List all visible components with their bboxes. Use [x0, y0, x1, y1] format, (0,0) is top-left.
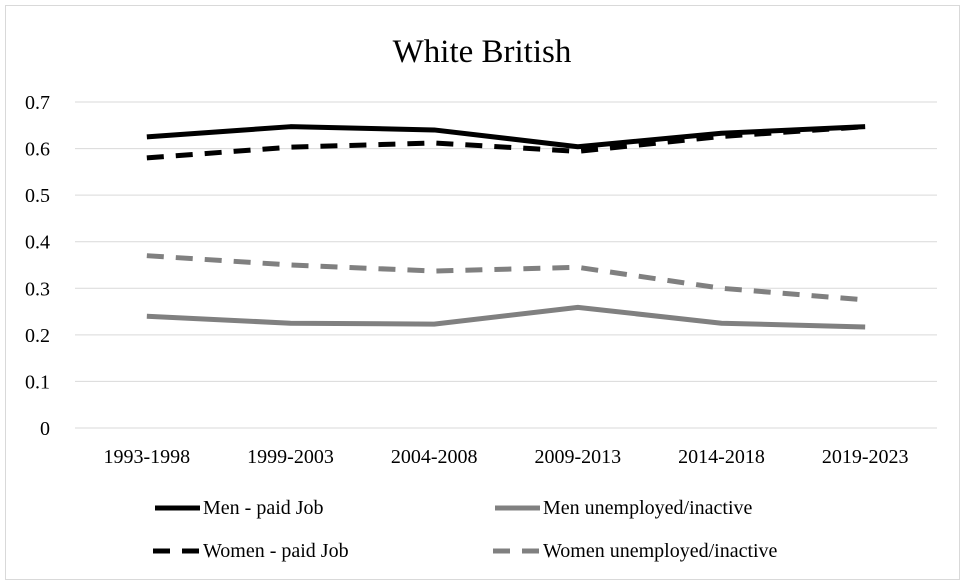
- y-tick-label: 0.4: [25, 232, 50, 254]
- series-lines: [146, 124, 866, 330]
- x-tick-label: 1999-2003: [247, 446, 334, 468]
- x-tick-label: 2019-2023: [822, 446, 909, 468]
- y-axis-tick-labels: 0 0.1 0.2 0.3 0.4 0.5 0.6 0.7: [25, 92, 50, 440]
- series-line-3: [146, 253, 866, 303]
- series-line-0: [146, 124, 866, 150]
- x-tick-label: 2004-2008: [391, 446, 478, 468]
- legend-label: Women - paid Job: [203, 540, 349, 562]
- legend: Men - paid Job Men unemployed/inactive Wom…: [153, 497, 778, 562]
- x-tick-label: 2014-2018: [678, 446, 765, 468]
- x-tick-label: 2009-2013: [534, 446, 621, 468]
- chart-frame: [5, 5, 960, 580]
- y-tick-label: 0.6: [25, 139, 50, 161]
- legend-label: Women unemployed/inactive: [543, 540, 778, 562]
- x-tick-label: 1993-1998: [103, 446, 190, 468]
- y-tick-label: 0.7: [25, 92, 50, 114]
- legend-label: Men - paid Job: [203, 497, 324, 519]
- y-tick-label: 0.3: [25, 278, 50, 300]
- x-axis-tick-labels: 1993-1998 1999-2003 2004-2008 2009-2013 2014…: [103, 446, 908, 468]
- legend-label: Men unemployed/inactive: [543, 497, 753, 519]
- series-line-2: [146, 124, 866, 161]
- y-tick-label: 0: [40, 418, 50, 440]
- y-tick-label: 0.2: [25, 325, 50, 347]
- series-line-1: [146, 304, 866, 330]
- chart-title: White British: [393, 34, 572, 70]
- y-tick-label: 0.1: [25, 371, 50, 393]
- y-tick-label: 0.5: [25, 185, 50, 207]
- gridlines: [75, 101, 937, 429]
